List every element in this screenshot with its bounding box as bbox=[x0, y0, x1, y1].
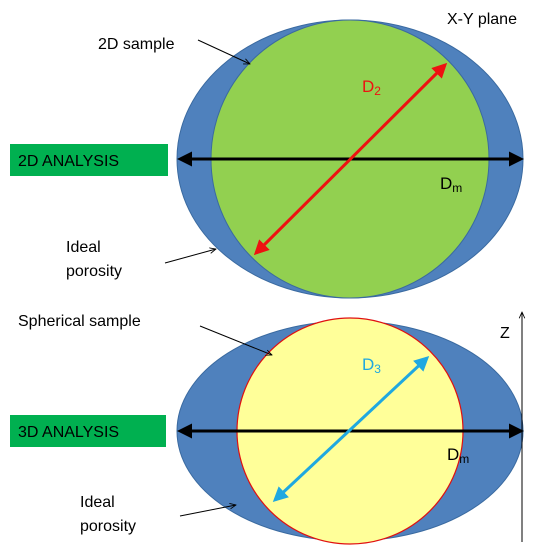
dm-label-3d-sub: m bbox=[459, 452, 469, 466]
porosity-label-2d-line2: porosity bbox=[66, 263, 122, 280]
dm-label-3d-main: D bbox=[447, 445, 459, 464]
plane-label: X-Y plane bbox=[447, 11, 517, 28]
dm-label-3d: Dm bbox=[447, 445, 469, 466]
porosity-pointer-3d bbox=[179, 505, 236, 517]
d2-arrow bbox=[253, 62, 448, 256]
analysis-box-3d bbox=[10, 415, 166, 447]
sample-pointer-2d bbox=[197, 39, 250, 65]
porosity-label-3d-line2: porosity bbox=[80, 518, 136, 535]
d2-label-main: D bbox=[362, 77, 374, 96]
d2-label-sub: 2 bbox=[374, 84, 381, 98]
dm-label-2d-sub: m bbox=[452, 181, 462, 195]
d2-label: D2 bbox=[362, 77, 381, 98]
dm-label-2d-main: D bbox=[440, 174, 452, 193]
sample-label-3d: Spherical sample bbox=[18, 313, 141, 330]
sample-pointer-3d bbox=[199, 325, 272, 355]
top-panel: D2 Dm X-Y plane 2D sample 2D ANALYSIS Id… bbox=[10, 11, 524, 299]
bottom-panel: D3 Dm Z Spherical sample 3D ANALYSIS Ide… bbox=[10, 312, 523, 545]
d3-label-main: D bbox=[362, 355, 374, 374]
porosity-label-3d-line1: Ideal bbox=[80, 494, 115, 511]
porosity-pointer-2d bbox=[164, 249, 216, 264]
sample-label-2d: 2D sample bbox=[98, 36, 175, 53]
analysis-label-2d: 2D ANALYSIS bbox=[18, 153, 119, 170]
dm-label-2d: Dm bbox=[440, 174, 462, 195]
d3-label: D3 bbox=[362, 355, 381, 376]
z-axis-label: Z bbox=[500, 325, 510, 342]
analysis-box-2d bbox=[10, 144, 168, 176]
analysis-label-3d: 3D ANALYSIS bbox=[18, 424, 119, 441]
d3-label-sub: 3 bbox=[374, 362, 381, 376]
d3-arrow bbox=[272, 355, 430, 503]
porosity-label-2d-line1: Ideal bbox=[66, 239, 101, 256]
